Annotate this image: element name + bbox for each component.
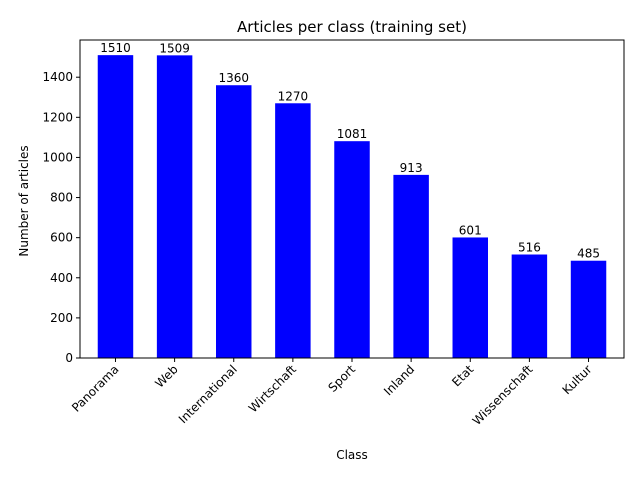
bar xyxy=(511,254,548,358)
y-axis-label: Number of articles xyxy=(17,145,31,256)
data-label: 913 xyxy=(400,161,423,175)
x-tick-label: Inland xyxy=(381,362,417,398)
x-tick-label: International xyxy=(176,362,240,426)
data-label: 1509 xyxy=(159,41,190,55)
data-label: 485 xyxy=(577,247,600,261)
bar xyxy=(452,237,488,358)
chart-title: Articles per class (training set) xyxy=(237,18,467,36)
y-tick-label: 400 xyxy=(50,271,73,285)
bar xyxy=(97,55,134,359)
bar xyxy=(156,55,193,359)
data-label: 516 xyxy=(518,241,541,255)
x-tick-label: Wissenschaft xyxy=(470,362,536,428)
y-tick-label: 200 xyxy=(50,311,73,325)
y-tick-label: 800 xyxy=(50,191,73,205)
y-tick-label: 600 xyxy=(50,231,73,245)
y-tick-label: 1000 xyxy=(42,150,73,164)
y-tick-label: 1200 xyxy=(42,110,73,124)
x-tick-label: Web xyxy=(152,362,180,390)
data-label: 601 xyxy=(459,223,482,237)
x-tick-label: Panorama xyxy=(69,362,122,415)
y-tick-label: 0 xyxy=(65,351,73,365)
x-tick-label: Wirtschaft xyxy=(246,362,299,415)
plot-area: 1510 1509 1360 1270 1081 913 601 516 485 0 200 400 6… xyxy=(42,39,625,428)
data-label: 1270 xyxy=(278,89,309,103)
bar xyxy=(334,141,370,358)
x-tick-label: Kultur xyxy=(560,362,595,397)
data-label: 1360 xyxy=(218,71,249,85)
x-tick-label: Sport xyxy=(325,362,358,395)
bar xyxy=(393,174,429,358)
data-label: 1510 xyxy=(100,41,131,55)
bar xyxy=(275,103,311,359)
data-label: 1081 xyxy=(337,127,368,141)
bar xyxy=(570,260,607,358)
x-tick-label: Etat xyxy=(449,362,476,389)
y-tick-label: 1400 xyxy=(42,70,73,84)
x-axis-label: Class xyxy=(336,448,368,462)
bar xyxy=(216,85,252,359)
